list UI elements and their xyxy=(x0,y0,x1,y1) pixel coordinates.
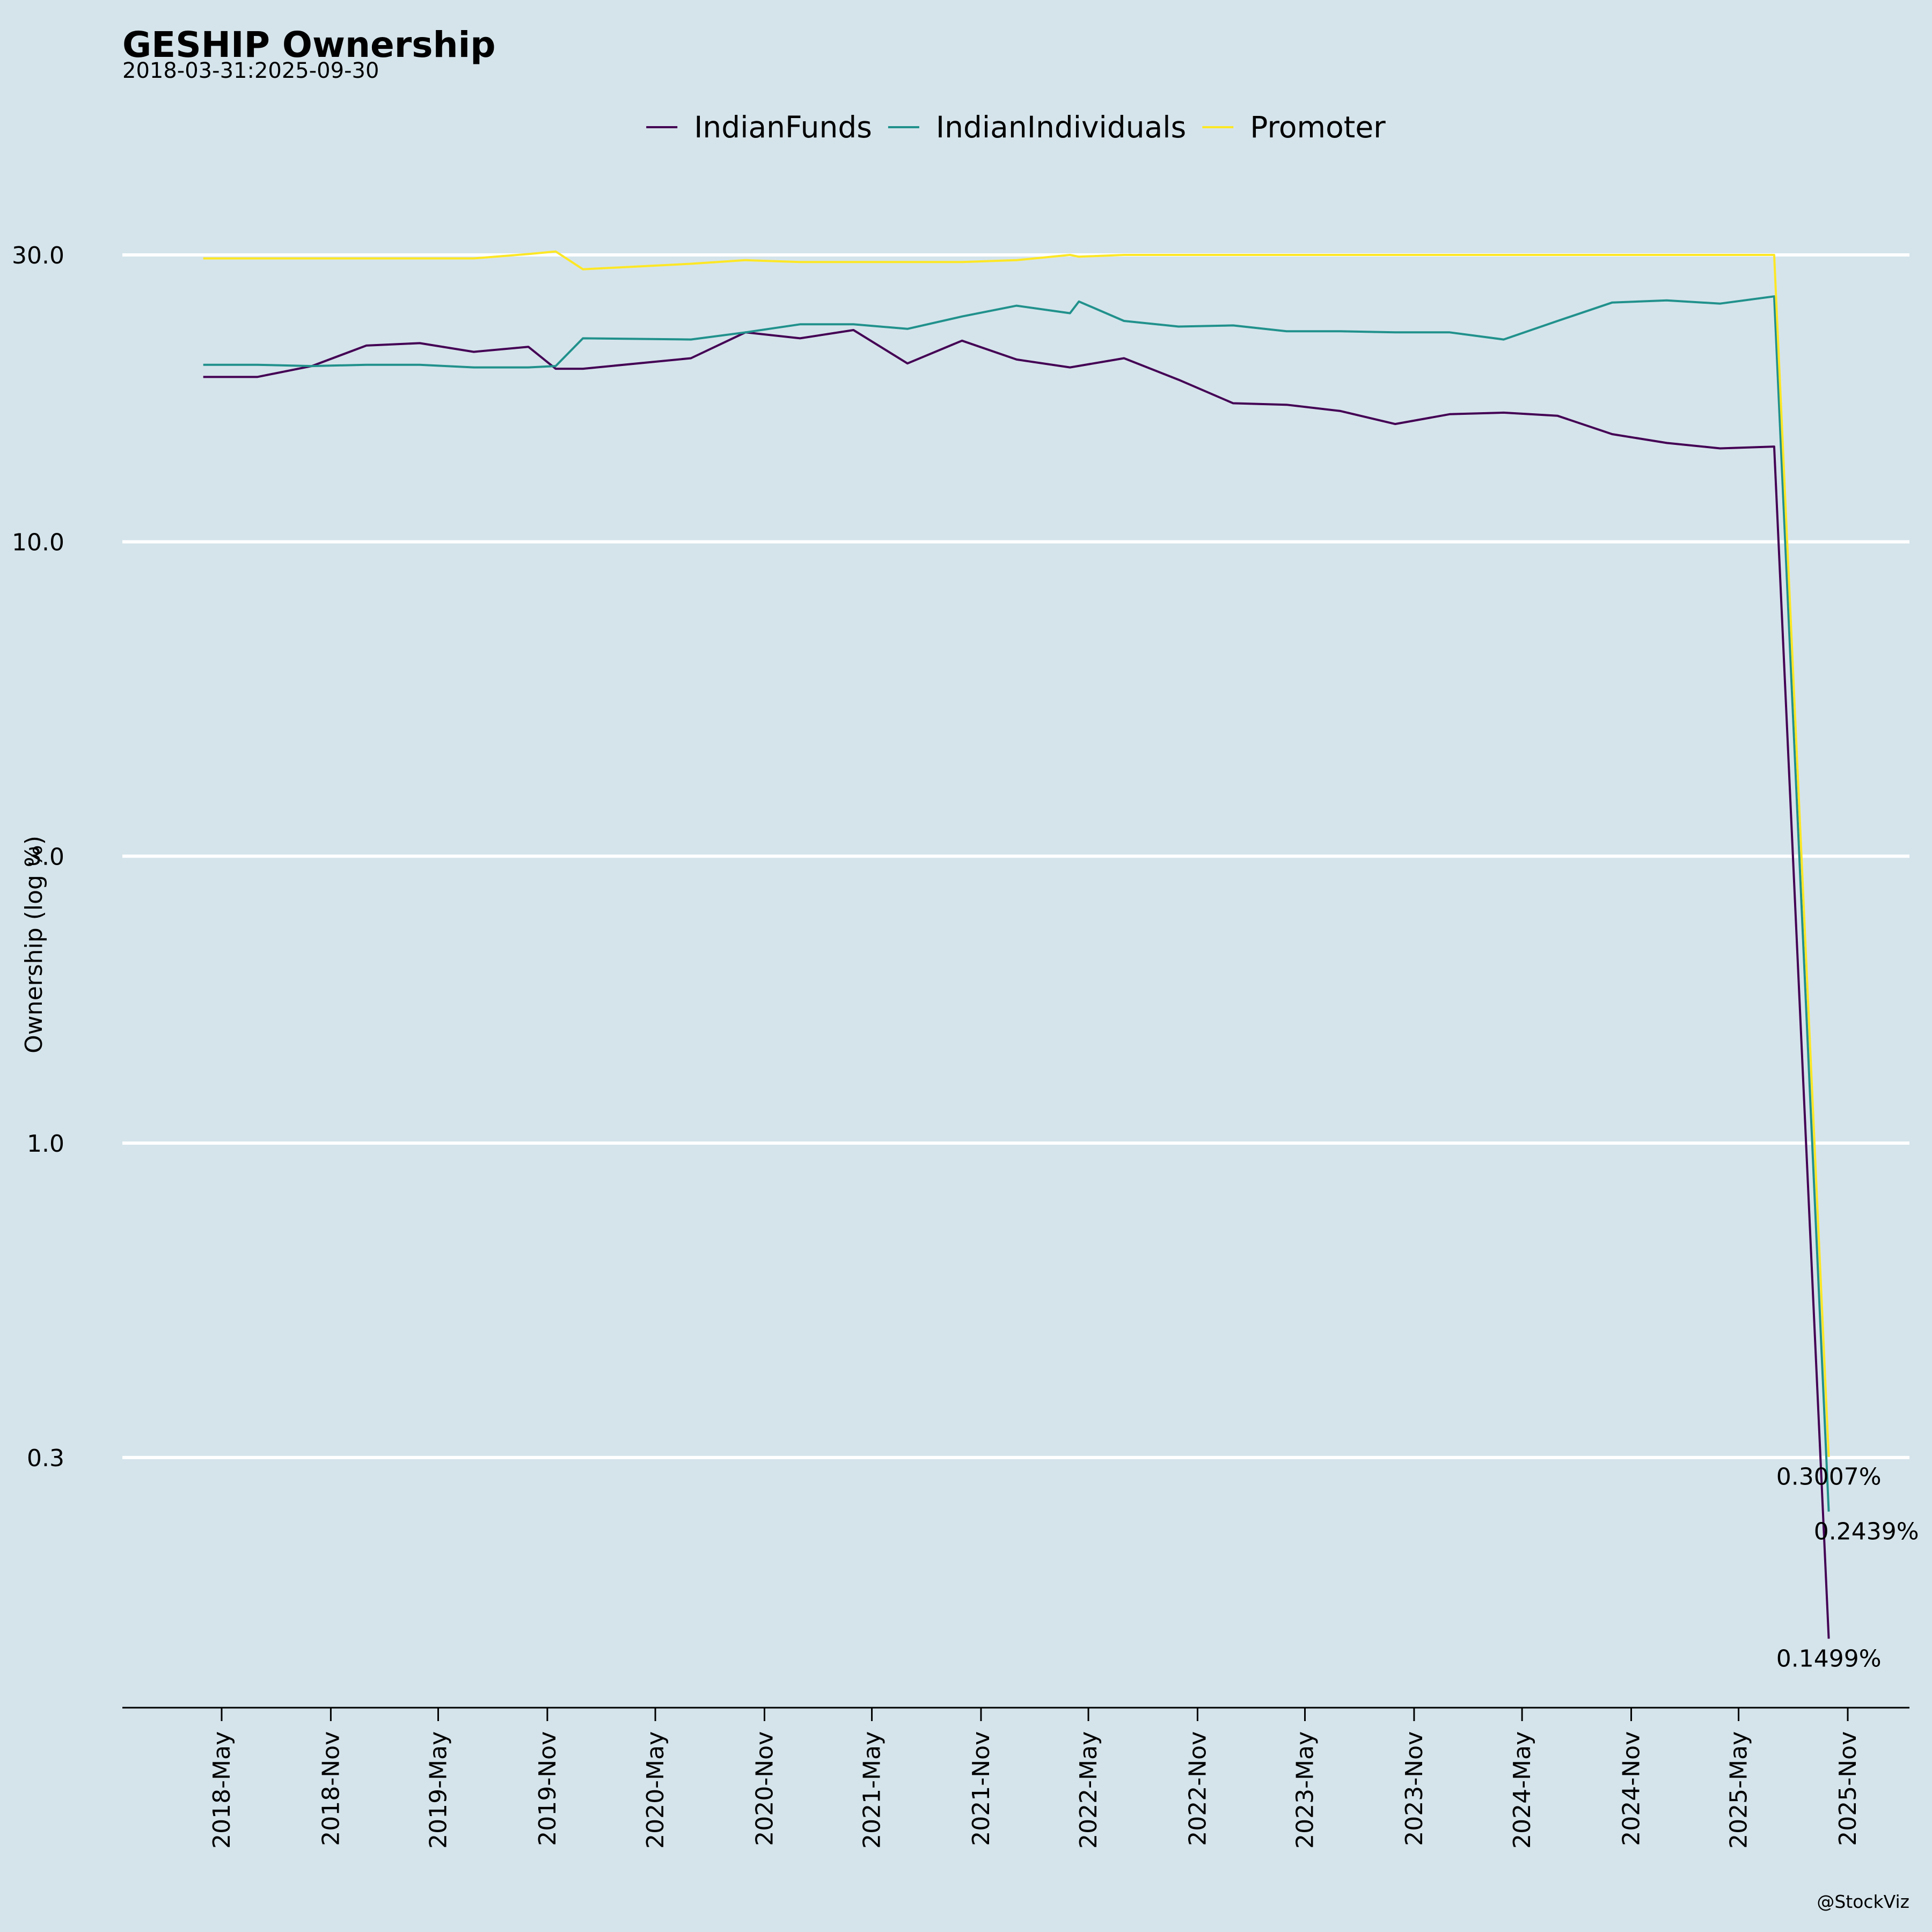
y-tick-label: 30.0 xyxy=(12,242,64,269)
x-tick-label: 2018-Nov xyxy=(317,1731,345,1846)
legend-label: IndianIndividuals xyxy=(936,110,1186,144)
y-gridlines xyxy=(122,253,1909,1459)
x-tick-label: 2021-May xyxy=(859,1731,886,1849)
x-tick-label: 2018-May xyxy=(208,1731,236,1849)
series-line-indianfunds xyxy=(203,329,1830,1639)
x-tick-label: 2025-May xyxy=(1725,1731,1753,1849)
x-tick-label: 2020-Nov xyxy=(751,1731,778,1846)
series-line-promoter xyxy=(203,250,1830,1457)
y-axis-ticks: 30.0 10.0 3.0 1.0 0.3 xyxy=(12,242,64,1472)
legend-label: Promoter xyxy=(1250,110,1386,144)
x-tick-label: 2022-May xyxy=(1075,1731,1102,1849)
end-label-indianfunds: 0.1499% xyxy=(1776,1645,1882,1672)
x-tick-label: 2023-Nov xyxy=(1401,1731,1428,1846)
y-axis-label: Ownership (log %) xyxy=(20,836,48,1053)
x-tick-label: 2023-May xyxy=(1292,1731,1319,1849)
x-tick-label: 2020-May xyxy=(642,1731,669,1849)
y-tick-label: 0.3 xyxy=(27,1445,64,1472)
x-tick-label: 2022-Nov xyxy=(1184,1731,1211,1846)
y-tick-label: 10.0 xyxy=(12,529,64,557)
series-lines xyxy=(203,250,1830,1639)
end-label-promoter: 0.3007% xyxy=(1776,1463,1882,1491)
x-tick-label: 2024-May xyxy=(1509,1731,1536,1849)
y-tick-label: 1.0 xyxy=(27,1130,64,1158)
x-axis-ticks: 2018-May 2018-Nov 2019-May 2019-Nov 2020-May… xyxy=(208,1708,1862,1849)
x-tick-label: 2019-Nov xyxy=(534,1731,561,1846)
x-tick-label: 2025-Nov xyxy=(1834,1731,1862,1846)
end-value-labels: 0.1499% 0.2439% 0.3007% xyxy=(1776,1463,1919,1673)
legend-item-indianindividuals: IndianIndividuals xyxy=(888,110,1186,144)
legend-label: IndianFunds xyxy=(694,110,872,144)
legend-item-promoter: Promoter xyxy=(1202,110,1386,144)
end-label-indianindividuals: 0.2439% xyxy=(1814,1518,1919,1546)
x-tick-label: 2024-Nov xyxy=(1618,1731,1645,1846)
x-tick-label: 2021-Nov xyxy=(968,1731,995,1846)
series-line-indianindividuals xyxy=(203,295,1830,1512)
credit-text: @StockViz xyxy=(1817,1891,1909,1912)
legend-item-indianfunds: IndianFunds xyxy=(646,110,872,144)
chart-subtitle: 2018-03-31:2025-09-30 xyxy=(122,58,379,83)
legend: IndianFunds IndianIndividuals Promoter xyxy=(646,110,1386,144)
chart-title: GESHIP Ownership xyxy=(122,24,495,65)
x-tick-label: 2019-May xyxy=(425,1731,452,1849)
y-tick-label: 3.0 xyxy=(27,843,64,870)
